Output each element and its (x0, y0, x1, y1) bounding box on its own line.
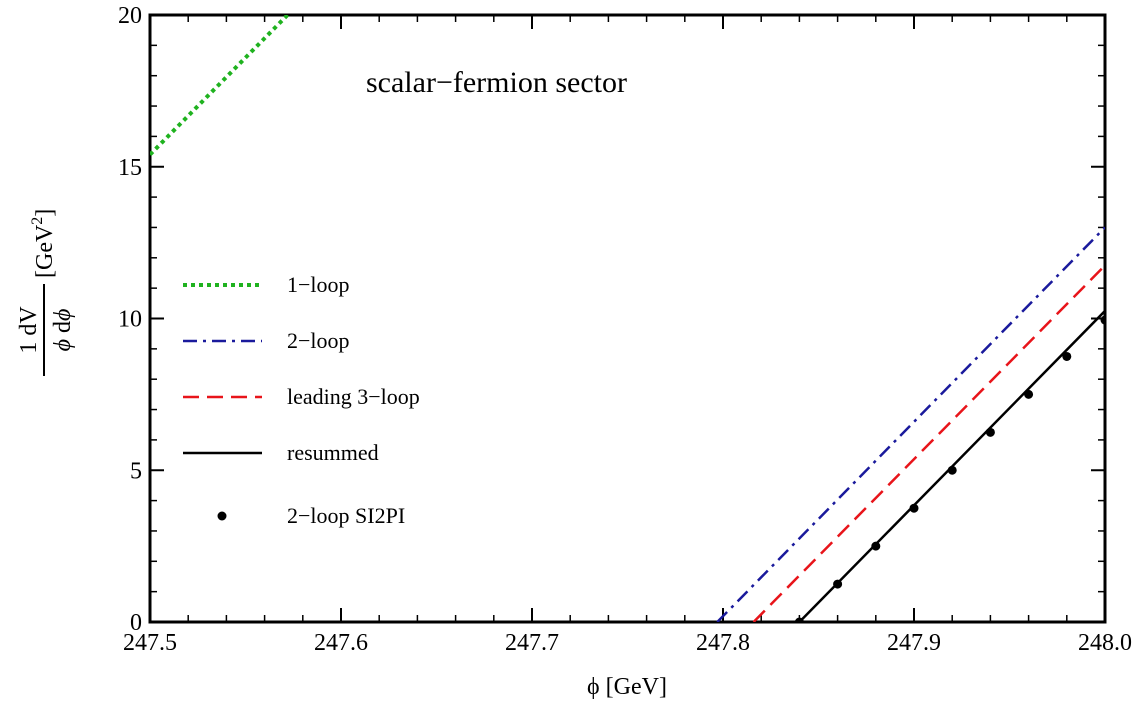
y-axis-title-denominator: ϕ dϕ (50, 309, 76, 352)
series-2-loop-si2pi-point (909, 503, 919, 513)
series-leading-3-loop-line (752, 264, 1105, 622)
plot-frame (148, 13, 1107, 624)
x-axis-title: ϕ [GeV] (587, 674, 667, 700)
x-tick-label: 247.7 (505, 630, 559, 656)
legend-2-loop-si2pi-swatch (217, 511, 227, 521)
tick-labels: 247.5 247.6 247.7 247.8 247.9 248.0 0 5 10 15 20 (118, 3, 1132, 656)
series-2-loop-si2pi-point (1024, 389, 1034, 399)
x-tick-label: 247.6 (314, 630, 368, 656)
series-2-loop-si2pi-point (947, 465, 957, 475)
x-tick-label: 247.5 (123, 630, 177, 656)
chart-annotation: scalar−fermion sector (366, 66, 627, 99)
y-tick-label: 0 (130, 610, 142, 636)
ticks (149, 14, 1106, 623)
series-layer (150, 15, 1105, 622)
series-2-loop-si2pi-point (871, 541, 881, 551)
legend-2-loop-si2pi-label: 2−loop SI2PI (287, 503, 405, 528)
legend: 1−loop 2−loop leading 3−loop resummed 2−loop… (183, 272, 420, 528)
y-tick-label: 5 (130, 458, 142, 484)
legend-2-loop-label: 2−loop (287, 328, 350, 353)
series-2-loop-si2pi-point (1062, 351, 1072, 361)
x-tick-label: 248.0 (1078, 630, 1132, 656)
y-axis-title-unit: [GeV2] (29, 209, 58, 278)
legend-resummed-label: resummed (287, 440, 379, 465)
series-2-loop-line (716, 226, 1105, 622)
y-axis-title: 1 dV ϕ dϕ [GeV2] (16, 209, 76, 376)
x-tick-label: 247.8 (696, 630, 750, 656)
y-tick-label: 10 (118, 307, 142, 333)
y-tick-label: 15 (118, 155, 142, 181)
series-2-loop-si2pi-point (794, 617, 804, 622)
series-2-loop-si2pi-point (833, 579, 843, 589)
legend-leading-3-loop-label: leading 3−loop (287, 384, 420, 409)
series-1-loop-line (150, 15, 289, 157)
series-2-loop-si2pi-point (985, 427, 995, 437)
y-tick-label: 20 (118, 3, 142, 29)
x-tick-label: 247.9 (887, 630, 941, 656)
legend-1-loop-label: 1−loop (287, 272, 350, 297)
series-2-loop-si2pi-point (1100, 315, 1105, 325)
y-axis-title-numerator: 1 dV (16, 306, 42, 354)
